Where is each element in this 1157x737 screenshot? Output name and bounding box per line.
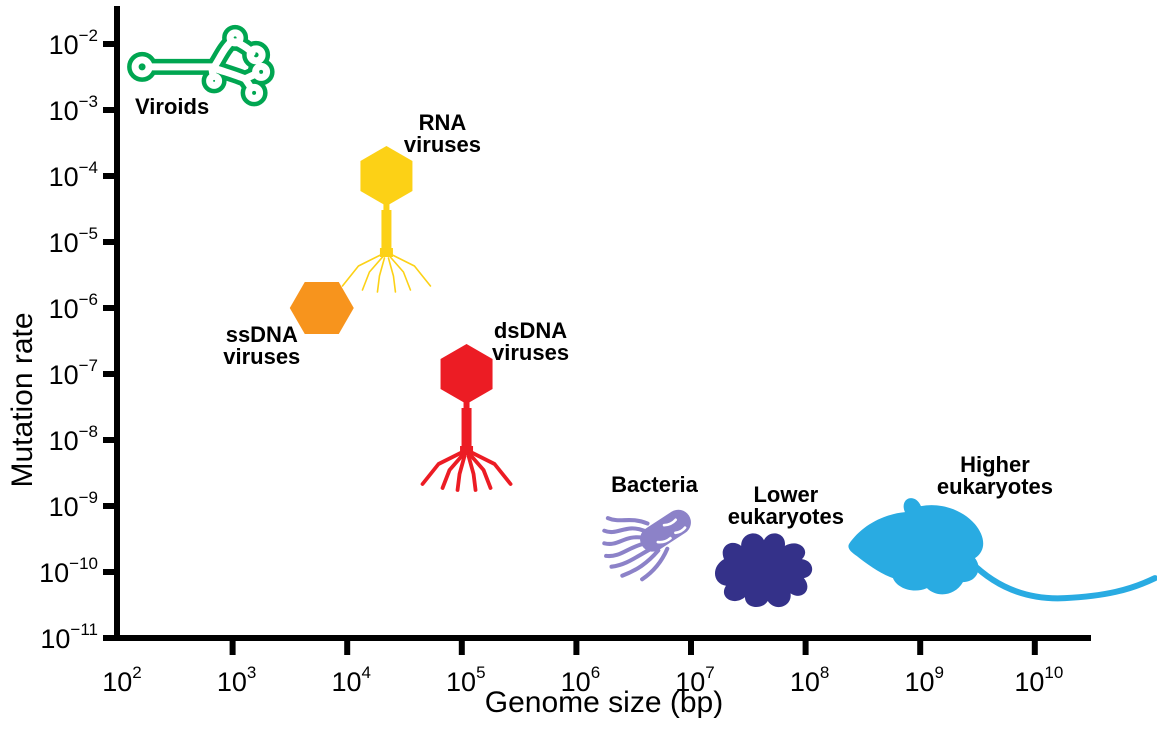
higher-eukaryotes-label: eukaryotes	[937, 474, 1053, 499]
y-tick-label: 10−9	[49, 488, 98, 522]
mouse-icon	[848, 498, 1157, 602]
lower-eukaryotes-label: Lower	[753, 482, 818, 507]
y-tick-label: 10−7	[49, 356, 98, 390]
x-tick-label: 108	[790, 663, 830, 697]
bacterium-icon	[602, 509, 691, 582]
viroid-icon	[127, 24, 275, 107]
axes-layer: 10−2 10−3 10−4 10−5 10−6 10−7 10−8 10−9 10−10 10−…	[39, 6, 1091, 697]
y-tick-label: 10−8	[49, 422, 98, 456]
lower-eukaryotes-label: eukaryotes	[728, 504, 844, 529]
ssdna-viruses-label: viruses	[223, 344, 300, 369]
viroids-label: Viroids	[135, 94, 209, 119]
dna-phage-icon	[420, 344, 513, 492]
bacteria-label: Bacteria	[611, 472, 699, 497]
amoeba-icon	[714, 533, 813, 608]
y-axis-title: Mutation rate	[6, 312, 39, 487]
higher-eukaryotes-label: Higher	[960, 452, 1030, 477]
x-tick-label: 107	[675, 663, 715, 697]
y-tick-label: 10−3	[49, 92, 98, 126]
rna-viruses-label: viruses	[404, 132, 481, 157]
y-tick-label: 10−11	[40, 620, 98, 654]
x-tick-label: 102	[102, 663, 142, 697]
dsdna-viruses-label: viruses	[492, 340, 569, 365]
points-layer: ViroidsRNAvirusesssDNAvirusesdsDNAviruse…	[127, 24, 1157, 608]
x-tick-label: 103	[217, 663, 257, 697]
x-tick-label: 104	[331, 663, 371, 697]
y-tick-label: 10−5	[49, 224, 98, 258]
point-bacteria: Bacteria	[602, 472, 699, 582]
x-tick-label: 105	[446, 663, 486, 697]
x-tick-label: 109	[904, 663, 944, 697]
y-tick-label: 10−4	[49, 158, 98, 192]
y-tick-label: 10−6	[49, 290, 98, 324]
y-tick-label: 10−10	[39, 554, 98, 588]
x-tick-label: 106	[561, 663, 601, 697]
y-tick-label: 10−2	[49, 26, 98, 60]
rna-phage-icon	[341, 146, 432, 293]
hexagon-icon	[289, 282, 354, 334]
x-tick-label: 1010	[1014, 663, 1063, 697]
x-axis-title: Genome size (bp)	[485, 686, 723, 719]
rna-viruses-label: RNA	[419, 110, 467, 135]
point-viroids: Viroids	[127, 24, 275, 119]
dsdna-viruses-label: dsDNA	[494, 318, 567, 343]
ssdna-viruses-label: ssDNA	[226, 322, 298, 347]
